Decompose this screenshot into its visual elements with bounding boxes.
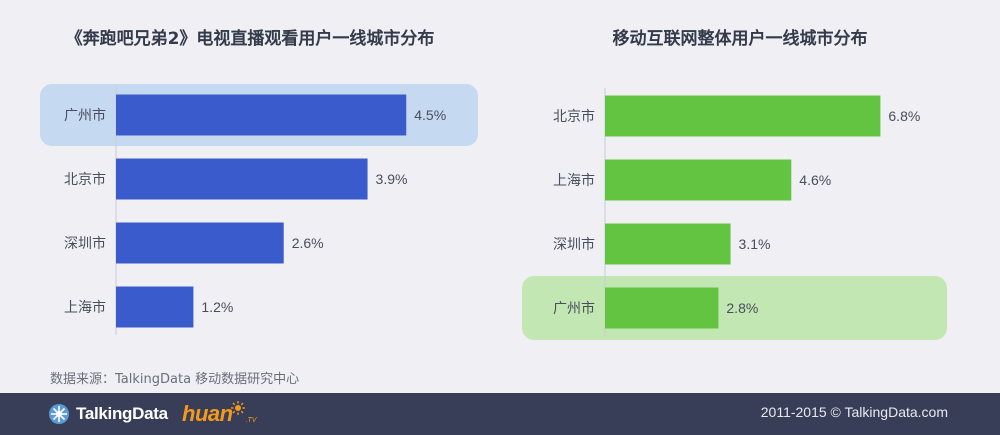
left-chart-title: 《奔跑吧兄弟2》电视直播观看用户一线城市分布 <box>65 29 435 49</box>
value-label: 6.8% <box>888 108 920 124</box>
bar <box>605 287 719 329</box>
value-label: 4.5% <box>414 107 446 123</box>
sun-icon <box>230 401 245 415</box>
huan-tv-logo: huan .TV <box>182 399 256 429</box>
bar <box>605 223 731 265</box>
value-label: 2.6% <box>292 235 324 251</box>
talkingdata-logo-text: TalkingData <box>76 404 168 423</box>
footer-bar: TalkingData huan .TV 2011-2015 © Talking… <box>0 393 1000 435</box>
category-label: 广州市 <box>553 300 595 317</box>
category-label: 深圳市 <box>64 235 106 252</box>
category-label: 北京市 <box>64 171 106 188</box>
bar <box>116 158 368 200</box>
value-label: 3.9% <box>376 171 408 187</box>
huan-logo-subtext: .TV <box>245 416 257 424</box>
talkingdata-logo: TalkingData <box>48 401 168 427</box>
right-bar-chart: 北京市 6.8% 上海市 4.6% 深圳市 3.1% 广州市 2.8% <box>522 88 947 340</box>
category-label: 广州市 <box>64 107 106 124</box>
left-bar-chart: 广州市 4.5% 北京市 3.9% 深圳市 2.6% 上海市 1.2% <box>40 84 478 335</box>
value-label: 1.2% <box>201 299 233 315</box>
right-chart-title: 移动互联网整体用户一线城市分布 <box>612 29 868 49</box>
category-label: 北京市 <box>553 108 595 125</box>
bar <box>116 286 194 328</box>
value-label: 4.6% <box>799 172 831 188</box>
data-source-note: 数据来源：TalkingData 移动数据研究中心 <box>50 372 300 387</box>
copyright-text: 2011-2015 © TalkingData.com <box>760 404 948 420</box>
value-label: 3.1% <box>739 236 771 252</box>
talkingdata-logo-icon <box>49 404 69 424</box>
bar <box>605 159 792 201</box>
bar <box>605 95 881 137</box>
value-label: 2.8% <box>726 300 758 316</box>
category-label: 深圳市 <box>553 236 595 253</box>
category-label: 上海市 <box>553 172 595 189</box>
bar <box>116 222 284 264</box>
category-label: 上海市 <box>64 299 106 316</box>
huan-logo-text: huan <box>182 401 233 426</box>
bar <box>116 94 407 136</box>
